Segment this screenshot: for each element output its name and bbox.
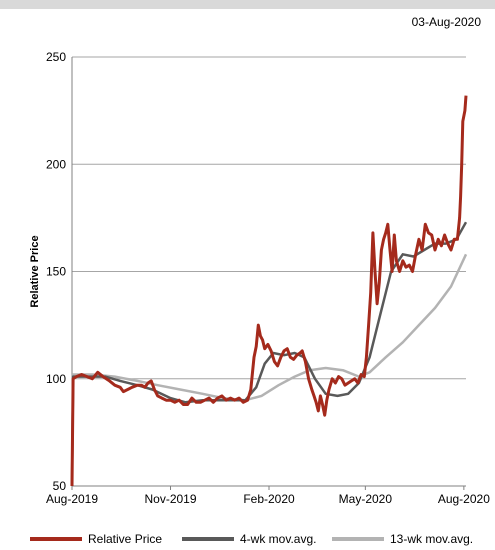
x-tick-label: Aug-2019 — [46, 492, 98, 506]
x-tick-label: May-2020 — [339, 492, 393, 506]
legend-swatch-4wk-avg — [182, 536, 234, 541]
series-line-4wk-avg — [70, 221, 468, 487]
price-chart: 50 100 150 200 250 Aug-2019 Nov-2019 Feb-2020 Ma… — [29, 50, 490, 506]
legend-swatch-13wk-avg — [332, 536, 384, 541]
y-tick-label: 150 — [46, 265, 66, 279]
legend-label: 13-wk mov.avg. — [390, 532, 474, 546]
x-tick-label: Aug-2020 — [438, 492, 490, 506]
top-banner — [0, 0, 495, 9]
x-tick-label: Nov-2019 — [144, 492, 196, 506]
series-lines — [70, 95, 468, 487]
legend: Relative Price 4-wk mov.avg. 13-wk mov.a… — [0, 532, 495, 550]
tick-labels: 50 100 150 200 250 Aug-2019 Nov-2019 Feb-2020 Ma… — [29, 50, 490, 506]
legend-item-13wk-avg: 13-wk mov.avg. — [332, 532, 473, 546]
legend-label: 4-wk mov.avg. — [240, 532, 317, 546]
y-tick-label: 100 — [46, 372, 66, 386]
y-tick-label: 50 — [53, 479, 67, 493]
legend-swatch-relative-price — [30, 536, 82, 541]
series-line-13wk-avg — [70, 253, 468, 487]
y-axis-title: Relative Price — [29, 235, 41, 307]
y-tick-label: 250 — [46, 50, 66, 64]
x-tick-label: Feb-2020 — [243, 492, 295, 506]
legend-item-relative-price: Relative Price — [30, 532, 162, 546]
series-line-relative-price — [70, 95, 468, 487]
legend-item-4wk-avg: 4-wk mov.avg. — [182, 532, 316, 546]
legend-label: Relative Price — [88, 532, 163, 546]
axes — [71, 57, 466, 490]
y-tick-label: 200 — [46, 157, 66, 171]
gridlines — [72, 56, 466, 380]
report-date: 03-Aug-2020 — [411, 15, 481, 29]
